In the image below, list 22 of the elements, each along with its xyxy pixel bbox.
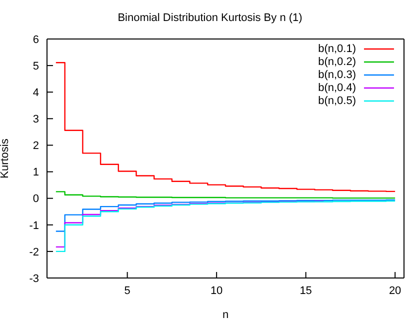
x-tick-label: 20 (388, 284, 402, 297)
legend-label: b(n,0.4) (318, 82, 356, 94)
legend-label: b(n,0.1) (318, 42, 356, 54)
y-tick-label: 1 (32, 166, 39, 179)
legend-label: b(n,0.2) (318, 56, 356, 68)
chart-title: Binomial Distribution Kurtosis By n (1) (116, 12, 304, 24)
x-tick-label: 10 (210, 284, 223, 297)
x-axis-title: n (222, 309, 229, 320)
y-tick-label: 3 (32, 114, 39, 126)
y-tick-label: -1 (29, 220, 39, 232)
y-tick-label: -3 (29, 272, 39, 285)
y-axis-title: Kurtosis (0, 138, 11, 178)
legend-label: b(n,0.3) (318, 68, 356, 80)
y-tick-label: -2 (29, 246, 39, 258)
x-tick-label: 5 (124, 284, 130, 297)
y-tick-label: 5 (32, 60, 39, 72)
y-tick-label: 4 (32, 87, 39, 100)
legend-label: b(n,0.5) (318, 94, 356, 106)
x-tick-label: 15 (300, 284, 312, 297)
y-tick-label: 2 (32, 140, 39, 152)
y-tick-label: 0 (32, 193, 39, 206)
y-tick-label: 6 (32, 34, 39, 46)
